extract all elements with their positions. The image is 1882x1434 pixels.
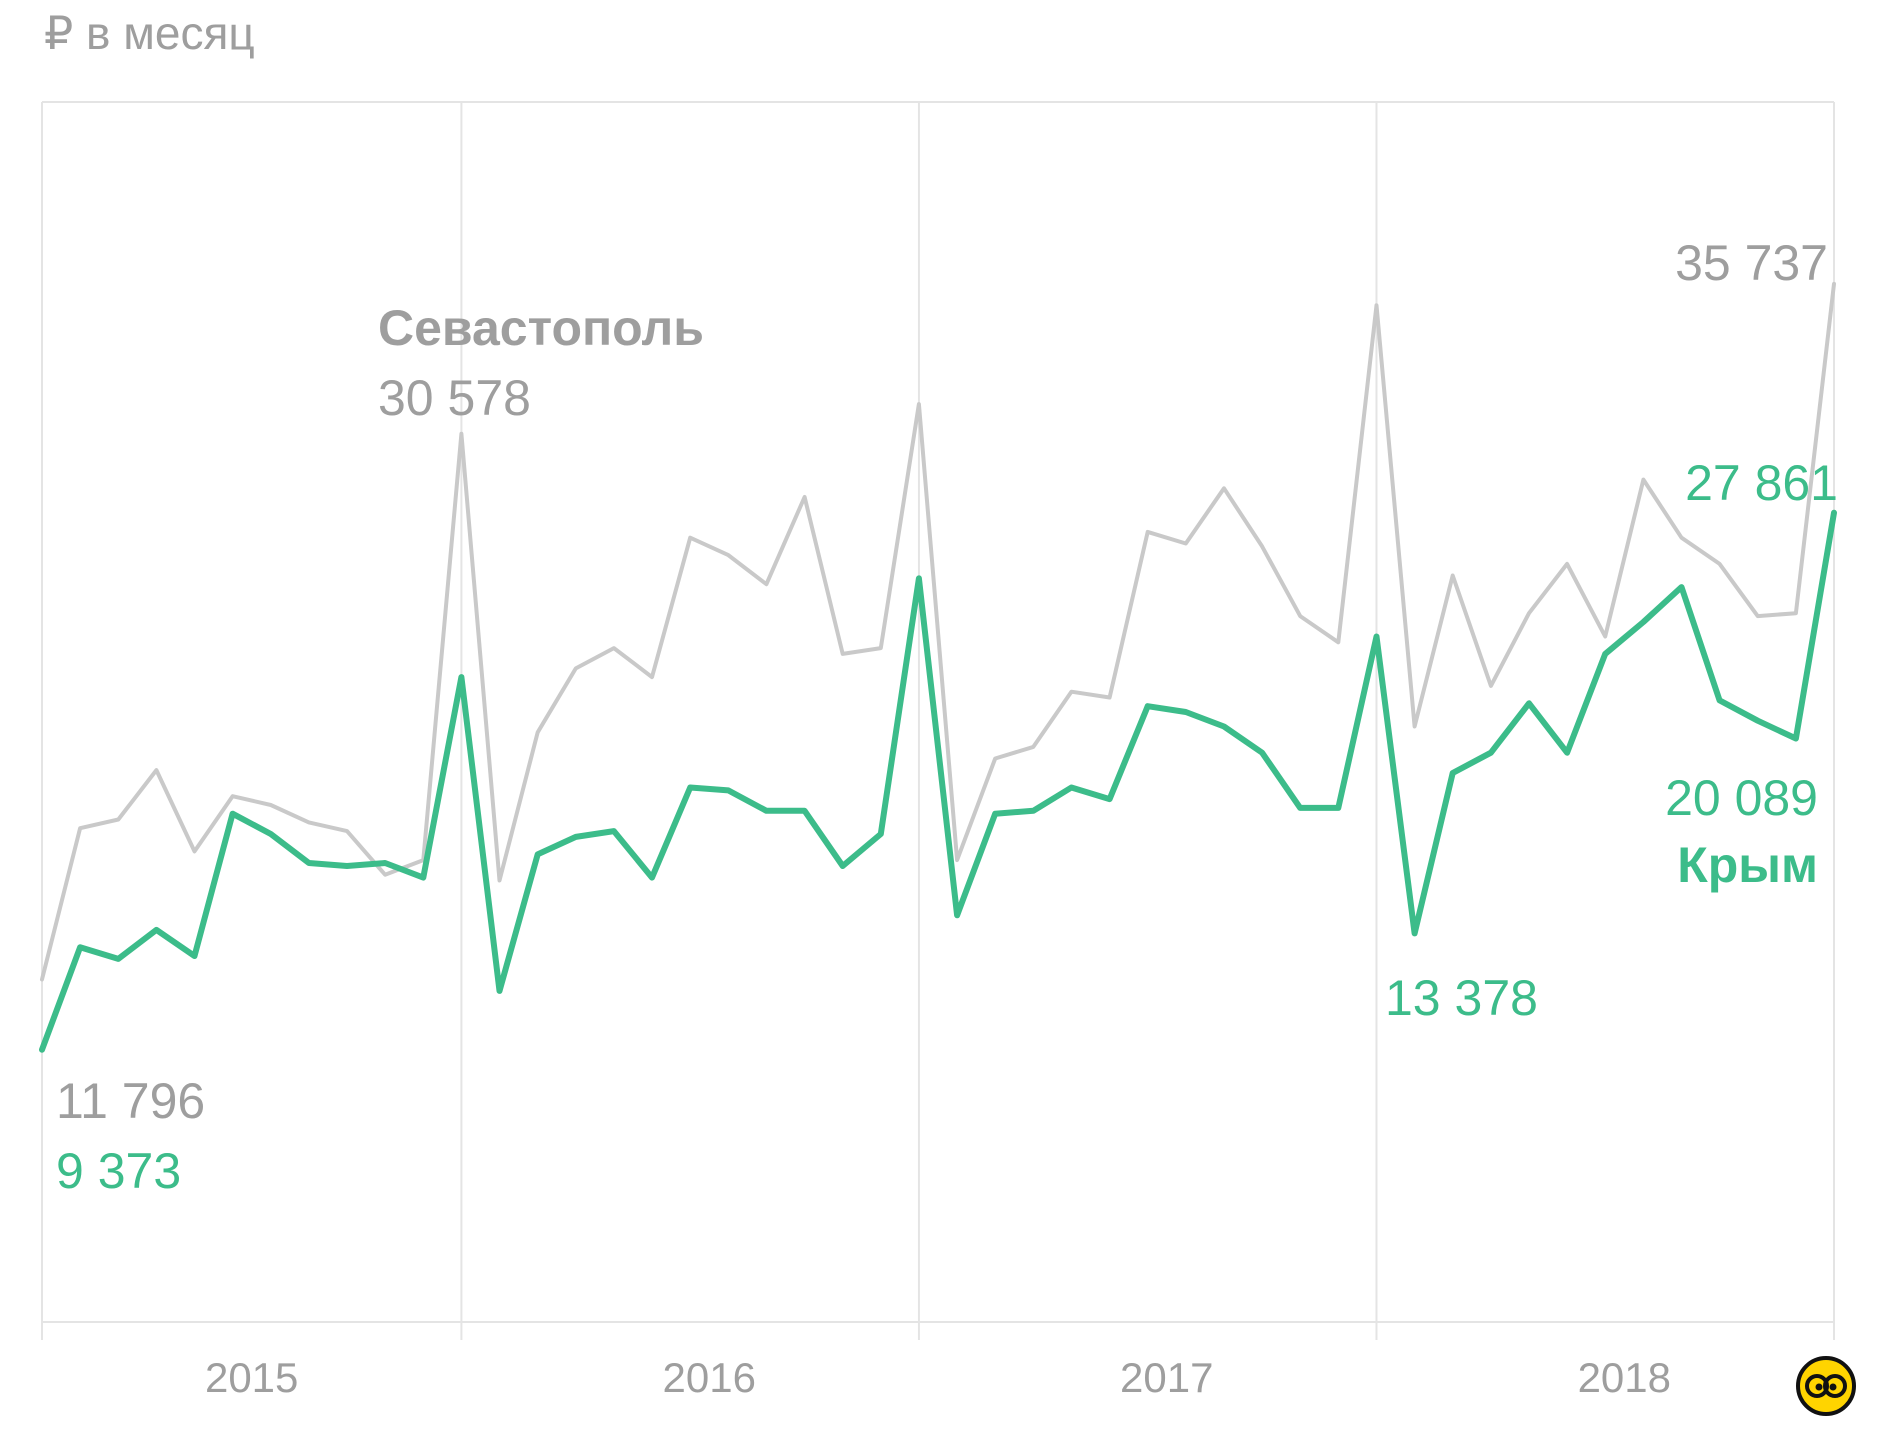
sevastopol-peak-value: 30 578	[378, 370, 531, 426]
owl-eyes-logo-icon	[1796, 1356, 1856, 1416]
x-tick-label: 2015	[205, 1354, 298, 1401]
annotations: Севастополь 30 578 35 737 11 796 9 373 13 378…	[56, 235, 1838, 1199]
sevastopol-last-value: 35 737	[1675, 235, 1828, 291]
sevastopol-series-label: Севастополь	[378, 300, 704, 356]
x-tick-label: 2018	[1578, 1354, 1671, 1401]
grid-lines	[41, 101, 1835, 1340]
series-lines	[39, 281, 1837, 1053]
x-tick-label: 2016	[663, 1354, 756, 1401]
x-axis-ticks: 2015 2016 2017 2018	[205, 1354, 1671, 1401]
sevastopol-first-value: 11 796	[56, 1073, 205, 1129]
crimea-line	[39, 509, 1837, 1053]
crimea-dip-value: 13 378	[1385, 970, 1538, 1026]
unit-label: ₽ в месяц	[44, 7, 255, 59]
crimea-prev-value: 20 089	[1665, 770, 1818, 826]
crimea-series-label: Крым	[1677, 837, 1818, 893]
crimea-first-value: 9 373	[56, 1143, 181, 1199]
sevastopol-line	[40, 281, 1836, 982]
x-tick-label: 2017	[1120, 1354, 1213, 1401]
crimea-last-value: 27 861	[1685, 455, 1838, 511]
logo-eyes	[1805, 1374, 1847, 1398]
